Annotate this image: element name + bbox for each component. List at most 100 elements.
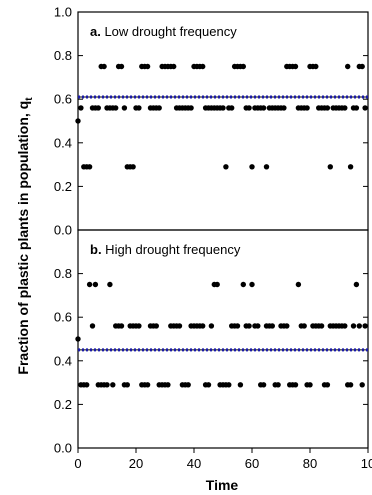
data-point-a xyxy=(188,105,194,111)
y-tick-label-a: 0.8 xyxy=(54,48,72,63)
panel-name-b: High drought frequency xyxy=(102,242,241,257)
data-point-b xyxy=(92,281,99,288)
data-point-a xyxy=(359,63,365,70)
data-point-a xyxy=(281,105,287,111)
x-tick-label: 60 xyxy=(245,456,259,471)
data-point-a xyxy=(75,118,81,124)
y-tick-label-b: 0.6 xyxy=(54,310,72,325)
data-point-b xyxy=(237,382,244,388)
x-tick-label: 0 xyxy=(74,456,81,471)
data-point-b xyxy=(208,323,215,329)
data-point-a xyxy=(121,105,128,111)
data-point-a xyxy=(345,63,351,70)
data-point-a xyxy=(200,63,206,70)
data-point-a xyxy=(249,164,255,170)
data-point-b xyxy=(350,323,357,329)
data-point-b xyxy=(104,382,110,388)
data-point-b xyxy=(307,382,313,388)
data-point-a xyxy=(292,63,299,70)
data-point-b xyxy=(284,323,290,329)
data-point-b xyxy=(359,382,365,388)
data-point-b xyxy=(246,323,252,329)
data-point-b xyxy=(295,281,302,288)
data-point-a xyxy=(113,105,119,111)
data-point-b xyxy=(362,323,368,329)
data-point-a xyxy=(95,105,102,111)
data-point-b xyxy=(124,382,130,388)
data-point-b xyxy=(240,281,246,288)
data-point-a xyxy=(324,105,331,111)
plot-frame-a xyxy=(77,11,369,231)
plot-frame-b xyxy=(77,229,369,449)
panel-a: 0.0 0.2 0.4 0.6 0.8 1.0 a. Low drought frequen… xyxy=(54,5,369,238)
data-point-b xyxy=(136,323,142,329)
data-point-b xyxy=(205,382,212,388)
x-tick-label: 40 xyxy=(187,456,201,471)
data-point-a xyxy=(362,105,368,111)
data-point-a xyxy=(220,105,226,111)
data-point-b xyxy=(75,336,81,342)
y-axis-title-subscript: t xyxy=(24,97,35,101)
data-point-b xyxy=(347,382,354,388)
y-tick-label-a: 1.0 xyxy=(54,5,72,20)
data-point-a xyxy=(347,164,354,170)
x-axis-title: Time xyxy=(206,477,239,493)
data-point-a xyxy=(304,105,310,111)
data-point-a xyxy=(327,164,333,170)
data-point-b xyxy=(176,323,183,329)
y-tick-label-a: 0.0 xyxy=(54,223,72,238)
data-point-b xyxy=(260,382,267,388)
data-point-a xyxy=(246,105,252,111)
data-point-b xyxy=(153,323,159,329)
data-point-a xyxy=(313,63,319,70)
data-point-b xyxy=(275,382,281,388)
data-point-a xyxy=(101,63,107,70)
panel-b: 0.0 0.2 0.4 0.6 0.8 0 20 40 60 80 10 b. High drough… xyxy=(54,229,372,471)
data-point-b xyxy=(226,382,232,388)
data-point-b xyxy=(107,281,113,288)
data-point-b xyxy=(324,382,331,388)
data-point-b xyxy=(214,281,220,288)
data-point-b xyxy=(84,382,90,388)
data-point-a xyxy=(136,105,142,111)
data-point-a xyxy=(144,63,151,70)
data-point-b xyxy=(234,323,241,329)
y-axis-title: Fraction of plastic plants in population… xyxy=(15,97,35,375)
data-point-a xyxy=(229,105,235,111)
data-point-b xyxy=(185,382,191,388)
data-point-a xyxy=(156,105,162,111)
panel-letter-a: a. xyxy=(90,24,101,39)
x-tick-label: 80 xyxy=(303,456,317,471)
data-point-a xyxy=(86,164,93,170)
data-point-b xyxy=(200,323,206,329)
data-point-a xyxy=(118,63,125,70)
y-tick-label-b: 0.0 xyxy=(54,441,72,456)
data-point-a xyxy=(171,63,177,70)
data-point-b xyxy=(342,323,348,329)
data-point-b xyxy=(292,382,299,388)
panel-name-a: Low drought frequency xyxy=(101,24,237,39)
data-point-b xyxy=(144,382,151,388)
x-tick-label: 20 xyxy=(129,456,143,471)
data-point-a xyxy=(240,63,246,70)
data-point-b xyxy=(249,281,255,288)
data-point-b xyxy=(118,323,125,329)
y-tick-label-b: 0.4 xyxy=(54,353,72,368)
data-point-b xyxy=(89,323,96,329)
data-point-b xyxy=(318,323,325,329)
data-point-b xyxy=(269,323,275,329)
data-point-b xyxy=(356,323,362,329)
panel-title-b: b. High drought frequency xyxy=(90,242,241,257)
panel-title-a: a. Low drought frequency xyxy=(90,24,237,39)
x-tick-label: 10 xyxy=(361,456,372,471)
y-tick-label-a: 0.6 xyxy=(54,92,72,107)
data-point-a xyxy=(263,164,270,170)
data-point-a xyxy=(130,164,136,170)
y-tick-label-b: 0.8 xyxy=(54,266,72,281)
data-point-b xyxy=(301,323,307,329)
data-point-a xyxy=(353,105,360,111)
panel-letter-b: b. xyxy=(90,242,102,257)
data-point-a xyxy=(260,105,267,111)
data-point-b xyxy=(86,281,93,288)
